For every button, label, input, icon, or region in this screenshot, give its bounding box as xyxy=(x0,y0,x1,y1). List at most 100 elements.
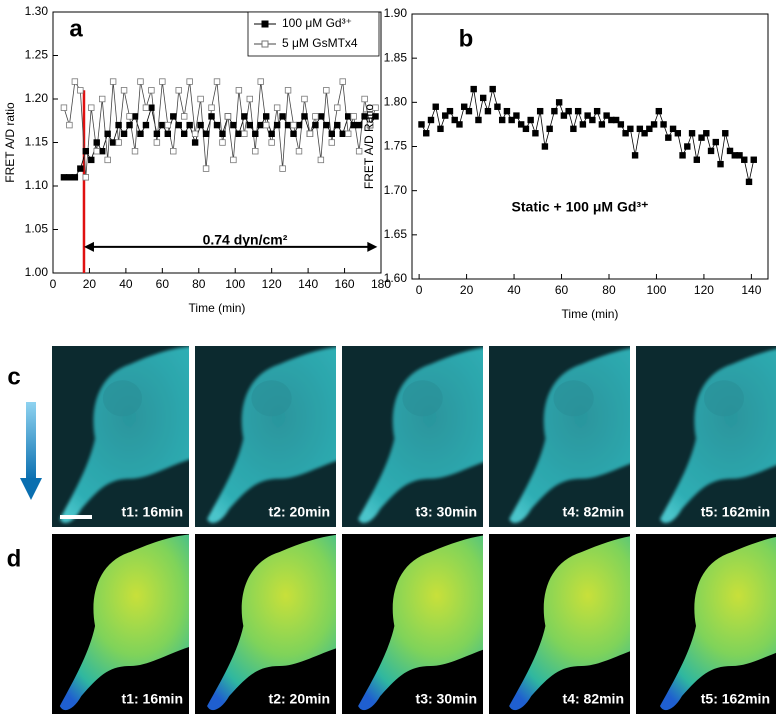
micrograph-content xyxy=(636,534,776,714)
data-point xyxy=(301,113,308,120)
cell xyxy=(207,346,336,524)
micrograph: t4: 82min xyxy=(489,346,630,527)
data-point xyxy=(344,113,352,120)
micrograph-content xyxy=(52,534,189,714)
data-point xyxy=(104,156,111,164)
data-point xyxy=(317,113,325,120)
data-point xyxy=(603,112,610,119)
data-point xyxy=(674,130,682,137)
data-point xyxy=(273,104,281,111)
data-point xyxy=(593,107,601,115)
data-point xyxy=(301,95,308,103)
data-point xyxy=(536,107,544,115)
data-point xyxy=(517,121,525,128)
data-point xyxy=(350,113,357,120)
caption: t1: 16min xyxy=(122,691,183,707)
data-point xyxy=(186,121,193,129)
data-point xyxy=(142,121,150,129)
data-point xyxy=(109,139,117,146)
data-point xyxy=(513,112,520,119)
y-tick-label: 1.75 xyxy=(384,139,408,153)
data-point xyxy=(88,156,95,164)
data-point xyxy=(350,121,357,129)
data-point xyxy=(213,121,221,129)
data-point xyxy=(175,121,182,129)
x-tick-label: 120 xyxy=(694,283,714,297)
data-point xyxy=(148,104,155,111)
x-axis-label: Time (min) xyxy=(562,307,619,321)
data-point xyxy=(279,165,286,172)
data-point xyxy=(137,78,144,85)
data-point xyxy=(191,130,199,137)
data-point xyxy=(268,130,275,137)
micrograph-content xyxy=(342,346,483,527)
data-point xyxy=(170,147,177,155)
data-point xyxy=(498,116,506,124)
data-point xyxy=(104,130,111,137)
data-point xyxy=(437,125,444,133)
data-point xyxy=(197,95,204,103)
data-point xyxy=(323,87,330,94)
cell xyxy=(59,346,189,524)
data-point xyxy=(142,104,150,111)
data-point xyxy=(722,130,729,137)
data-point xyxy=(262,113,270,120)
data-point xyxy=(475,116,482,124)
caption: t2: 20min xyxy=(269,504,330,520)
micrograph: t2: 20min xyxy=(195,346,336,527)
data-point xyxy=(66,121,73,129)
micrograph-content xyxy=(342,534,483,714)
data-point xyxy=(241,113,248,120)
y-tick-label: 1.70 xyxy=(384,183,408,197)
data-point xyxy=(570,125,577,133)
flow-arrow xyxy=(20,402,42,500)
data-point xyxy=(93,147,100,155)
data-point xyxy=(66,174,73,181)
data-point xyxy=(290,130,297,137)
data-point xyxy=(427,116,435,124)
arrow-head xyxy=(367,241,378,252)
arrow xyxy=(83,241,378,252)
data-point xyxy=(71,174,79,181)
data-point xyxy=(622,130,629,137)
y-axis-label: FRET A/D Ratio xyxy=(362,104,376,189)
data-point xyxy=(60,174,68,181)
data-point xyxy=(312,121,319,129)
x-tick-label: 160 xyxy=(335,277,355,291)
caption: t4: 82min xyxy=(563,504,624,520)
micrograph-content xyxy=(489,534,630,714)
data-point xyxy=(669,125,677,133)
data-point xyxy=(202,165,210,172)
data-point xyxy=(82,147,89,155)
caption: t2: 20min xyxy=(269,691,330,707)
data-point xyxy=(726,147,734,155)
data-point xyxy=(508,116,515,124)
data-point xyxy=(224,113,232,120)
data-point xyxy=(197,121,204,129)
data-point xyxy=(344,130,352,137)
y-tick-label: 1.90 xyxy=(384,6,408,20)
micrograph-content xyxy=(195,346,336,527)
nucleus xyxy=(553,380,594,417)
caption: t4: 82min xyxy=(563,691,624,707)
data-point xyxy=(489,85,496,93)
data-point xyxy=(527,116,534,124)
data-point xyxy=(707,147,715,155)
data-point xyxy=(574,107,582,115)
x-tick-label: 140 xyxy=(298,277,318,291)
data-point xyxy=(235,87,243,94)
data-point xyxy=(126,121,133,129)
micrograph-content xyxy=(489,346,630,527)
data-point xyxy=(334,121,341,129)
legend-marker xyxy=(261,20,269,28)
data-point xyxy=(750,156,757,163)
data-point xyxy=(120,130,128,137)
cell xyxy=(358,535,483,711)
y-tick-label: 1.25 xyxy=(25,48,49,62)
data-point xyxy=(328,139,335,146)
y-tick-label: 1.65 xyxy=(384,227,408,241)
legend-label: 5 μM GsMTx4 xyxy=(282,36,358,50)
data-point xyxy=(219,139,226,146)
data-point xyxy=(741,156,748,163)
micrograph-content xyxy=(52,346,189,527)
